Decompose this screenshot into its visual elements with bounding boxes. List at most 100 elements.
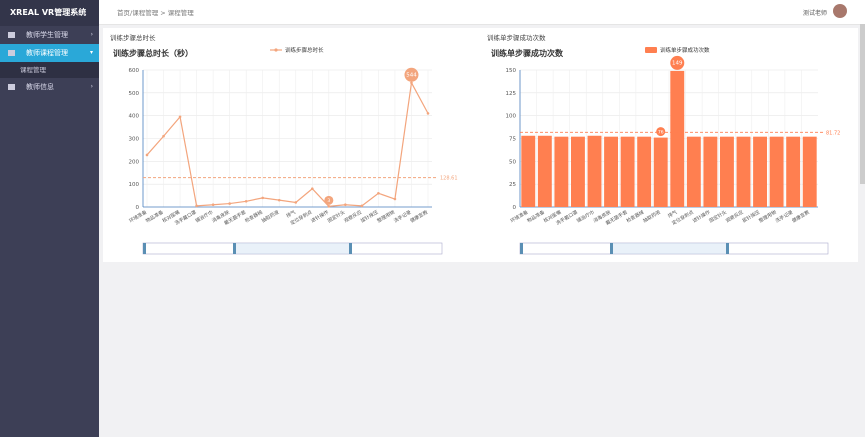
y-tick-label: 300: [129, 137, 140, 143]
bar: [521, 135, 536, 207]
point: [360, 204, 364, 208]
bar: [802, 136, 817, 207]
arrow: ▾: [89, 49, 93, 56]
x-tick-label: 拔针按压: [741, 209, 761, 225]
bar: [604, 136, 619, 207]
x-tick-label: 铺治疗巾: [194, 209, 214, 225]
x-tick-label: 排气: [285, 209, 297, 220]
y-tick-label: 100: [506, 114, 517, 120]
x-tick-label: 抽取药液: [260, 209, 280, 225]
zoom-handle: [143, 243, 146, 254]
point: [162, 134, 165, 138]
avatar[interactable]: [833, 4, 847, 18]
submenu-item[interactable]: 课程管理: [0, 62, 99, 78]
bar: [587, 135, 602, 207]
y-tick-label: 100: [129, 182, 140, 188]
bar: [719, 136, 734, 207]
point: [277, 198, 281, 202]
x-tick-label: 观察反应: [343, 209, 363, 225]
y-tick-label: 75: [509, 137, 516, 143]
arrow: ›: [90, 31, 93, 38]
y-tick-label: 25: [509, 182, 516, 188]
point: [327, 205, 331, 208]
x-tick-label: 拔针按压: [359, 209, 379, 225]
arrow: ›: [90, 83, 93, 90]
mark-point: [324, 195, 334, 205]
icon: [8, 50, 15, 56]
point: [244, 199, 248, 203]
menu-item[interactable]: 教师信息 ›: [0, 78, 99, 96]
bar: [786, 136, 801, 207]
mark-point-label: 149: [672, 61, 683, 67]
x-tick-label: 检查器械: [244, 209, 264, 225]
x-tick-label: 洗手记录: [392, 209, 412, 225]
x-tick-label: 物品准备: [144, 209, 164, 225]
menu-item[interactable]: 教师学生管理 ›: [0, 26, 99, 44]
x-tick-label: 固定针头: [708, 209, 728, 225]
x-tick-label: 洗手记录: [774, 209, 794, 225]
icon: [8, 84, 15, 90]
user-name[interactable]: 测试老师: [802, 10, 827, 17]
legend-symbol: [645, 47, 657, 53]
legend-label: 训练单步骤成功次数: [660, 46, 710, 54]
y-tick-label: 0: [136, 205, 140, 211]
zoom-window: [233, 243, 349, 254]
bar: [736, 136, 751, 207]
x-tick-label: 观察反应: [724, 209, 744, 225]
y-tick-label: 125: [506, 91, 517, 97]
mark-point-label: 544: [406, 73, 417, 79]
point: [261, 196, 265, 200]
menu-label: 教师学生管理: [26, 31, 68, 39]
legend-symbol: [274, 48, 278, 52]
x-tick-label: 抽取药液: [642, 209, 662, 225]
app-title: XREAL VR管理系统: [0, 0, 99, 26]
bar: [703, 136, 718, 207]
chart-title: 训练单步骤成功次数: [491, 48, 564, 58]
zoom-handle: [610, 243, 613, 254]
bar: [670, 70, 685, 207]
zoom-handle: [349, 243, 352, 254]
y-tick-label: 400: [129, 114, 140, 120]
breadcrumb[interactable]: 首页/课程管理 > 课程管理: [117, 9, 194, 17]
bar: [554, 136, 569, 207]
x-tick-label: 进针操作: [310, 209, 330, 225]
mark-point: [404, 67, 419, 82]
y-tick-label: 500: [129, 91, 140, 97]
bar: [753, 136, 768, 207]
menu-label: 教师课程管理: [26, 49, 68, 57]
bar: [570, 136, 585, 207]
x-tick-label: 健康宣教: [409, 209, 429, 225]
bar: [686, 136, 701, 207]
y-tick-label: 200: [129, 159, 140, 165]
bar: [653, 137, 668, 207]
zoom-handle: [726, 243, 729, 254]
x-tick-label: 固定针头: [326, 209, 346, 225]
point: [145, 153, 149, 157]
menu-item[interactable]: 教师课程管理 ▾: [0, 44, 99, 62]
chart-title: 训练步骤总时长（秒）: [113, 48, 193, 58]
legend-label: 训练步骤总时长: [285, 46, 324, 54]
average-label: 128.61: [440, 176, 458, 182]
mark-point: [656, 127, 666, 137]
point: [228, 202, 231, 205]
point: [211, 203, 215, 207]
scrollbar[interactable]: [860, 24, 865, 184]
x-tick-label: 整理用物: [757, 209, 777, 225]
sidebar: XREAL VR管理系统 教师学生管理 › 教师课程管理 ▾ 课程管理 教师信息 ›: [0, 0, 99, 437]
point: [377, 192, 380, 195]
point: [310, 187, 314, 191]
mark-point-label: 3: [327, 198, 330, 204]
bar: [620, 136, 635, 207]
mark-point: [670, 55, 685, 70]
zoom-handle: [233, 243, 236, 254]
x-tick-label: 健康宣教: [791, 209, 811, 225]
zoom-handle: [520, 243, 523, 254]
point: [410, 81, 413, 85]
point: [393, 197, 397, 201]
bar: [769, 136, 784, 207]
x-tick-label: 排气: [666, 209, 678, 220]
menu-label: 教师信息: [26, 83, 54, 91]
point: [178, 115, 182, 119]
bar: [637, 136, 652, 207]
